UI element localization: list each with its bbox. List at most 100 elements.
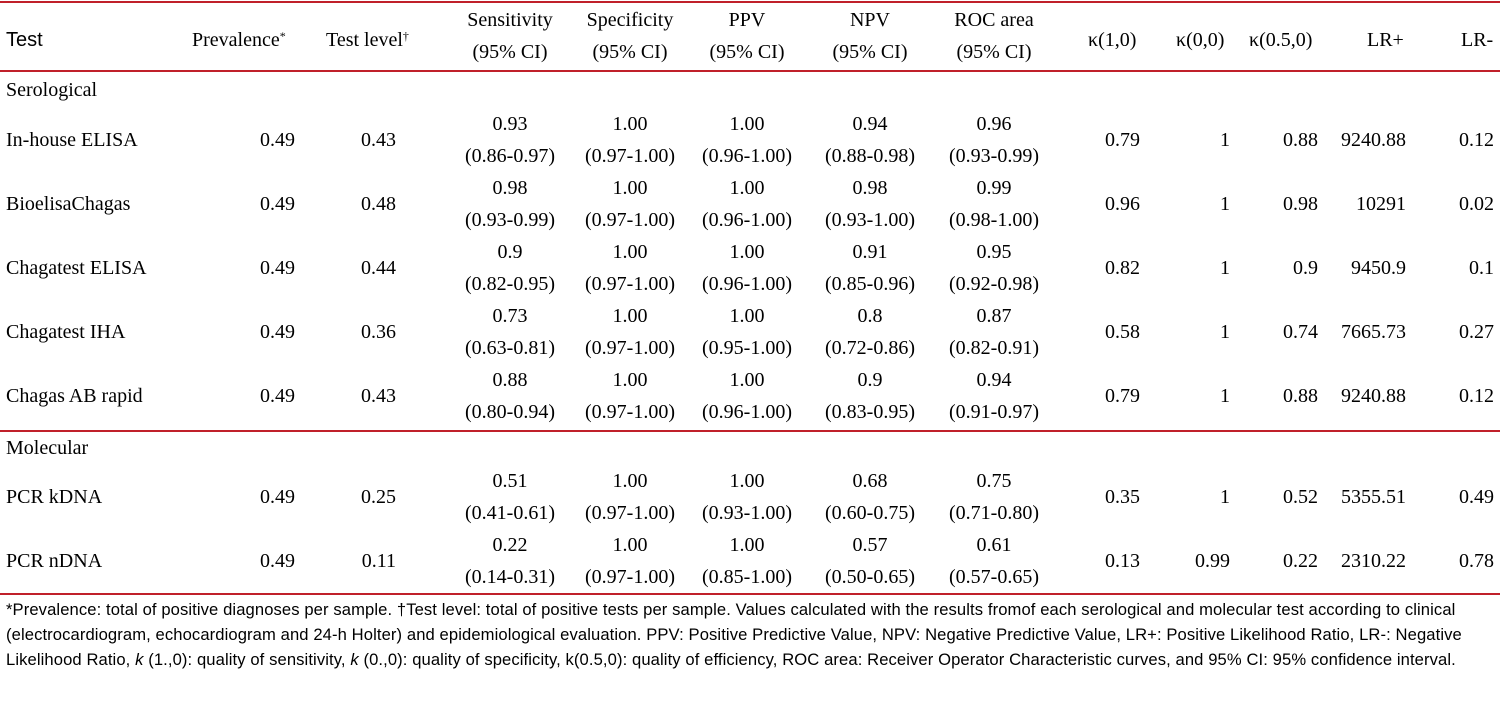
cell-npv: 0.57 (0.50-0.65): [800, 529, 940, 593]
cell-ppv: 1.00 (0.93-1.00): [677, 465, 817, 529]
cell-k050: 0.88: [1283, 385, 1318, 407]
cell-value: 1.00: [612, 305, 648, 327]
cell-npv: 0.68 (0.60-0.75): [800, 465, 940, 529]
cell-ci: (0.97-1.00): [585, 209, 675, 231]
cell-test: Chagatest IHA: [6, 321, 126, 343]
cell-ci: (0.50-0.65): [825, 566, 915, 588]
cell-k050: 0.74: [1283, 321, 1318, 343]
cell-ci: (0.57-0.65): [949, 566, 1039, 588]
cell-k050: 0.9: [1293, 257, 1318, 279]
cell-ci: (0.97-1.00): [585, 401, 675, 423]
cell-value: 1.00: [729, 113, 765, 135]
cell-roc: 0.87 (0.82-0.91): [924, 300, 1064, 364]
cell-k00: 1: [1220, 193, 1230, 215]
cell-spec: 1.00 (0.97-1.00): [560, 172, 700, 236]
cell-value: 0.91: [852, 241, 888, 263]
cell-ci: (0.82-0.91): [949, 337, 1039, 359]
header-lr-plus: LR+: [1367, 29, 1404, 51]
cell-value: 0.57: [852, 534, 888, 556]
section-rule: [0, 430, 1500, 432]
cell-npv: 0.94 (0.88-0.98): [800, 108, 940, 172]
cell-test: In-house ELISA: [6, 129, 138, 151]
cell-k10: 0.58: [1105, 321, 1140, 343]
header-ppv: PPV (95% CI): [709, 9, 785, 63]
cell-k00: 1: [1220, 257, 1230, 279]
cell-lrp: 9240.88: [1341, 129, 1406, 151]
cell-k10: 0.96: [1105, 193, 1140, 215]
cell-ci: (0.60-0.75): [825, 502, 915, 524]
header-npv: NPV (95% CI): [832, 9, 908, 63]
kappa-italic: k: [135, 650, 144, 669]
cell-value: 0.93: [492, 113, 528, 135]
cell-ci: (0.71-0.80): [949, 502, 1039, 524]
cell-k10: 0.13: [1105, 550, 1140, 572]
cell-value: 0.98: [492, 177, 528, 199]
cell-level: 0.25: [361, 486, 396, 508]
cell-ci: (0.63-0.81): [465, 337, 555, 359]
cell-lrp: 9450.9: [1351, 257, 1406, 279]
cell-ci: (0.83-0.95): [825, 401, 915, 423]
cell-lrm: 0.1: [1469, 257, 1494, 279]
cell-test: Chagas AB rapid: [6, 385, 143, 407]
cell-npv: 0.9 (0.83-0.95): [800, 364, 940, 428]
cell-k050: 0.98: [1283, 193, 1318, 215]
cell-roc: 0.95 (0.92-0.98): [924, 236, 1064, 300]
header-kappa-0-0: κ(0,0): [1176, 29, 1225, 51]
cell-ppv: 1.00 (0.96-1.00): [677, 108, 817, 172]
cell-sens: 0.51 (0.41-0.61): [440, 465, 580, 529]
cell-ci: (0.82-0.95): [465, 273, 555, 295]
cell-sens: 0.22 (0.14-0.31): [440, 529, 580, 593]
cell-k00: 1: [1220, 321, 1230, 343]
cell-ci: (0.72-0.86): [825, 337, 915, 359]
cell-level: 0.43: [361, 385, 396, 407]
cell-test: Chagatest ELISA: [6, 257, 147, 279]
cell-spec: 1.00 (0.97-1.00): [560, 465, 700, 529]
cell-value: 1.00: [729, 470, 765, 492]
cell-k050: 0.52: [1283, 486, 1318, 508]
cell-ci: (0.97-1.00): [585, 502, 675, 524]
cell-ci: (0.85-1.00): [702, 566, 792, 588]
cell-lrp: 7665.73: [1341, 321, 1406, 343]
cell-value: 0.51: [492, 470, 528, 492]
cell-value: 1.00: [729, 305, 765, 327]
header-rule: [0, 70, 1500, 72]
cell-k10: 0.35: [1105, 486, 1140, 508]
cell-value: 1.00: [729, 241, 765, 263]
cell-value: 0.22: [492, 534, 528, 556]
cell-ci: (0.96-1.00): [702, 273, 792, 295]
cell-ci: (0.86-0.97): [465, 145, 555, 167]
cell-lrp: 9240.88: [1341, 385, 1406, 407]
cell-ci: (0.91-0.97): [949, 401, 1039, 423]
cell-lrm: 0.27: [1459, 321, 1494, 343]
cell-npv: 0.91 (0.85-0.96): [800, 236, 940, 300]
cell-value: 1.00: [612, 534, 648, 556]
cell-spec: 1.00 (0.97-1.00): [560, 108, 700, 172]
cell-k050: 0.22: [1283, 550, 1318, 572]
cell-ci: (0.85-0.96): [825, 273, 915, 295]
cell-k00: 1: [1220, 129, 1230, 151]
cell-ppv: 1.00 (0.96-1.00): [677, 364, 817, 428]
cell-level: 0.43: [361, 129, 396, 151]
cell-value: 0.95: [976, 241, 1012, 263]
cell-spec: 1.00 (0.97-1.00): [560, 364, 700, 428]
header-test: Test: [6, 29, 43, 51]
header-roc-area: ROC area (95% CI): [954, 9, 1034, 63]
cell-lrm: 0.12: [1459, 385, 1494, 407]
cell-spec: 1.00 (0.97-1.00): [560, 529, 700, 593]
section-label-molecular: Molecular: [6, 437, 89, 459]
cell-k10: 0.79: [1105, 385, 1140, 407]
table-footnote: *Prevalence: total of positive diagnoses…: [6, 600, 1462, 669]
cell-value: 0.98: [852, 177, 888, 199]
cell-roc: 0.61 (0.57-0.65): [924, 529, 1064, 593]
header-kappa-0-5-0: κ(0.5,0): [1249, 29, 1313, 51]
cell-k00: 0.99: [1195, 550, 1230, 572]
cell-ci: (0.96-1.00): [702, 209, 792, 231]
cell-ci: (0.97-1.00): [585, 145, 675, 167]
cell-lrm: 0.02: [1459, 193, 1494, 215]
header-sensitivity: Sensitivity (95% CI): [467, 9, 553, 63]
cell-ppv: 1.00 (0.85-1.00): [677, 529, 817, 593]
cell-value: 1.00: [612, 369, 648, 391]
cell-npv: 0.98 (0.93-1.00): [800, 172, 940, 236]
cell-roc: 0.94 (0.91-0.97): [924, 364, 1064, 428]
